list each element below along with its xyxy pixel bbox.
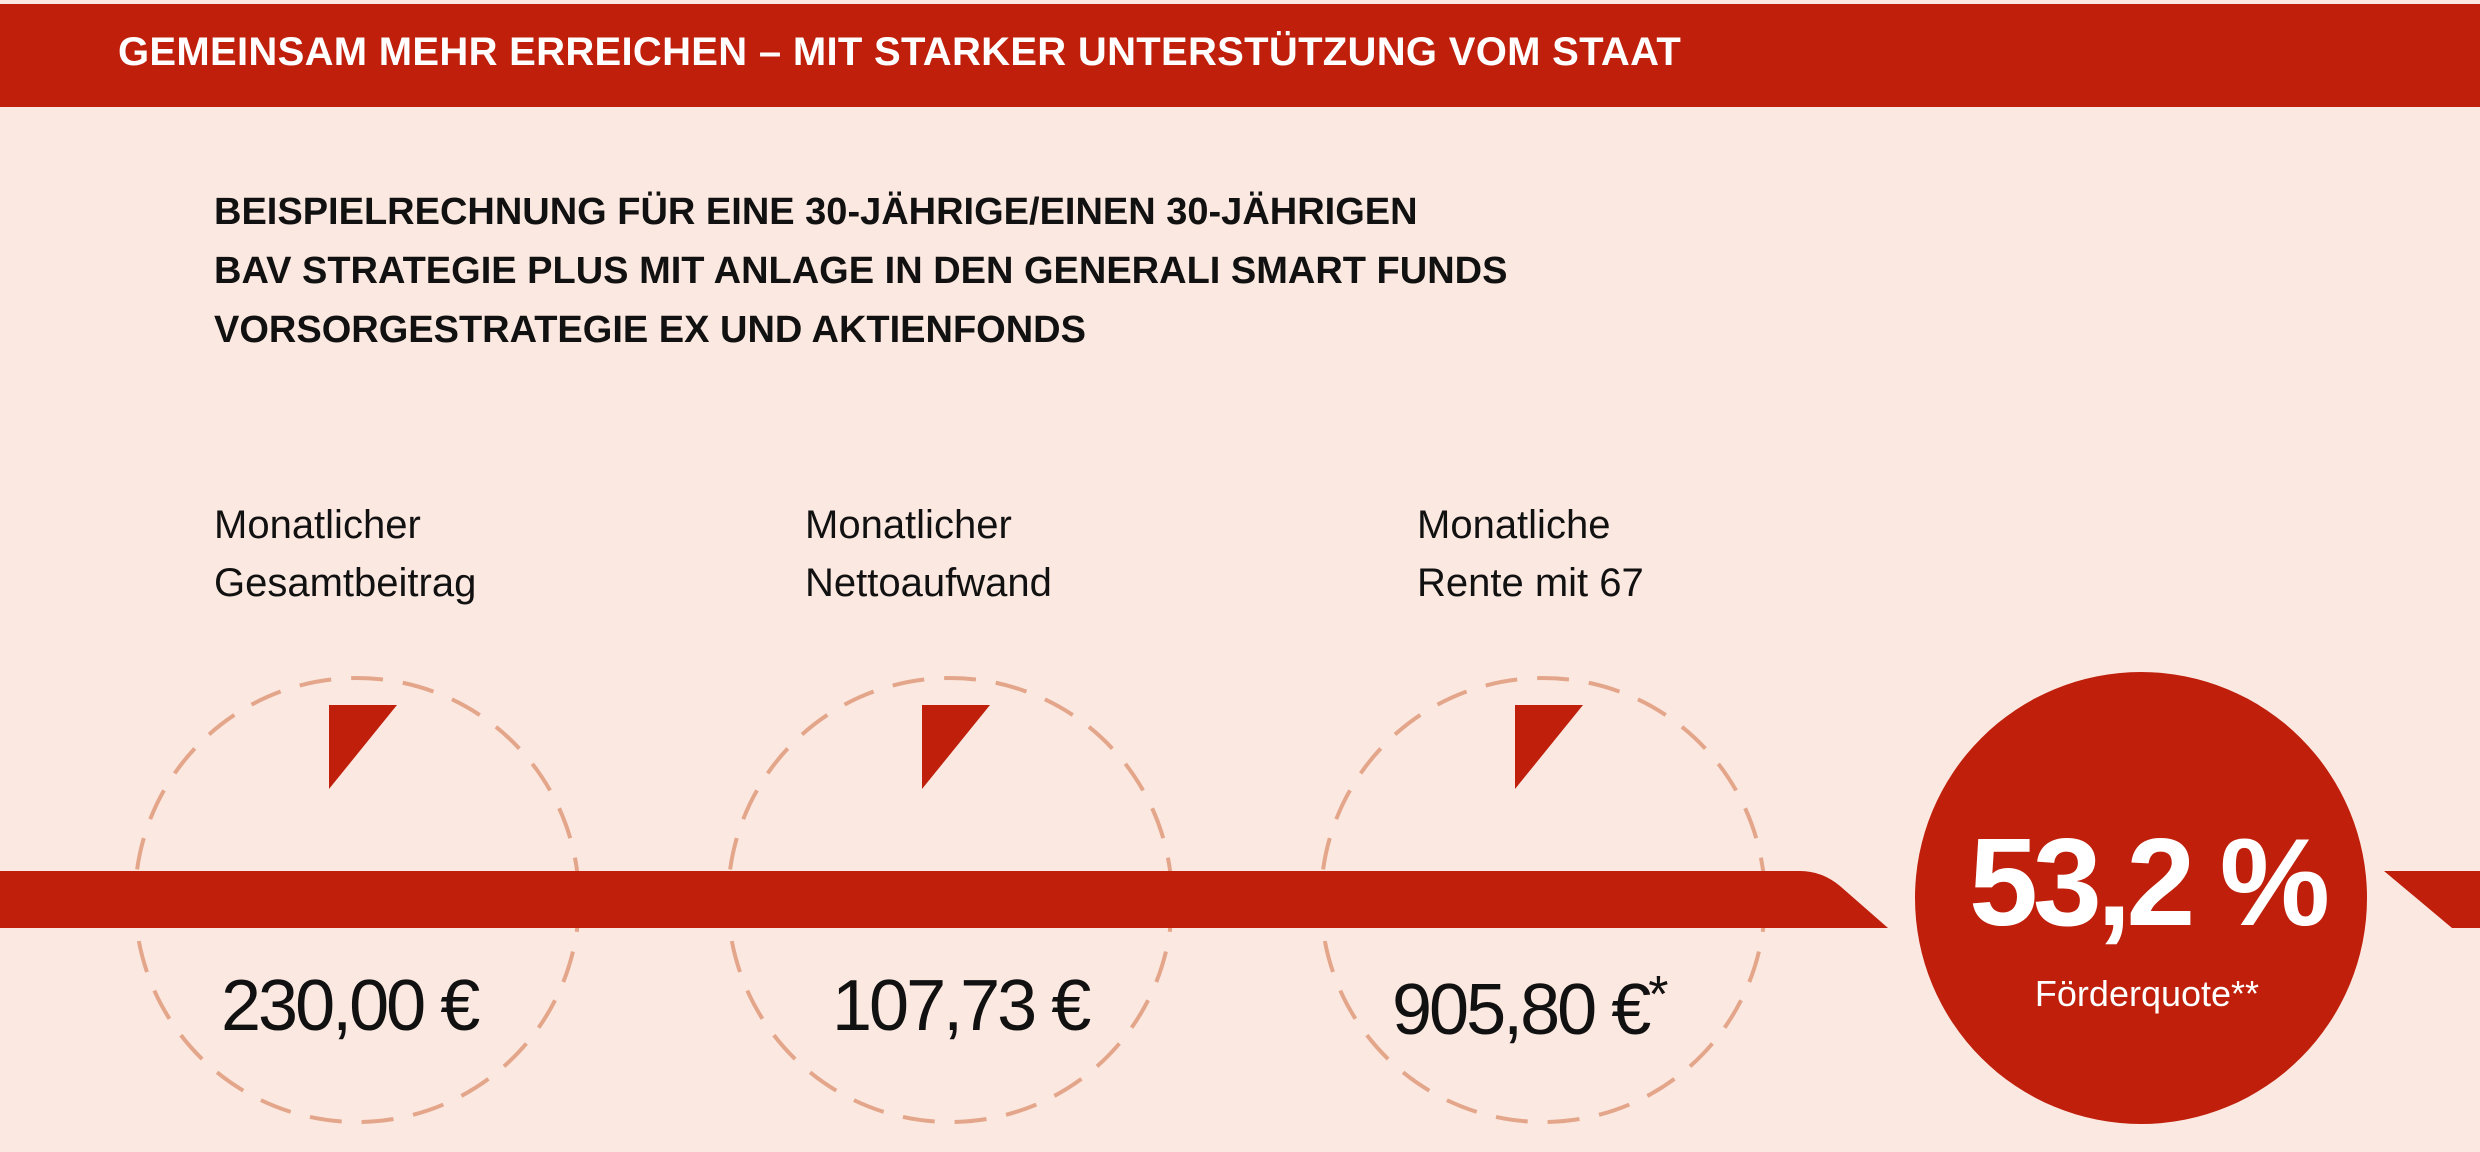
pointer-wedge-icon — [1515, 705, 1583, 789]
footnote-mark: * — [1648, 966, 1669, 1024]
quota-circle — [1915, 672, 2367, 1124]
subtitle-line: BAV STRATEGIE PLUS MIT ANLAGE IN DEN GEN… — [214, 250, 1508, 292]
metric-label-pension: Monatliche Rente mit 67 — [1417, 503, 1644, 605]
right-arrow-tail — [2384, 871, 2480, 928]
subtitle-line: BEISPIELRECHNUNG FÜR EINE 30-JÄHRIGE/EIN… — [214, 191, 1418, 233]
subtitle-line: VORSORGESTRATEGIE EX UND AKTIENFONDS — [214, 309, 1086, 351]
metric-label-net: Monatlicher Nettoaufwand — [805, 503, 1052, 605]
metric-label-total: Monatlicher Gesamtbeitrag — [214, 503, 477, 605]
metric-value-pension: 905,80 €* — [1392, 966, 1669, 1050]
pointer-wedge-icon — [922, 705, 990, 789]
quota-value: 53,2 % — [1968, 814, 2330, 952]
metric-value-net: 107,73 € — [832, 966, 1091, 1046]
pointer-wedge-icon — [329, 705, 397, 789]
quota-label: Förderquote** — [2034, 973, 2260, 1014]
header-bar — [0, 4, 2480, 107]
subtitle: BEISPIELRECHNUNG FÜR EINE 30-JÄHRIGE/EIN… — [214, 183, 1507, 360]
horizontal-band — [0, 871, 1888, 928]
header-title: GEMEINSAM MEHR ERREICHEN – MIT STARKER U… — [118, 30, 1682, 74]
metric-value-total: 230,00 € — [221, 966, 480, 1046]
